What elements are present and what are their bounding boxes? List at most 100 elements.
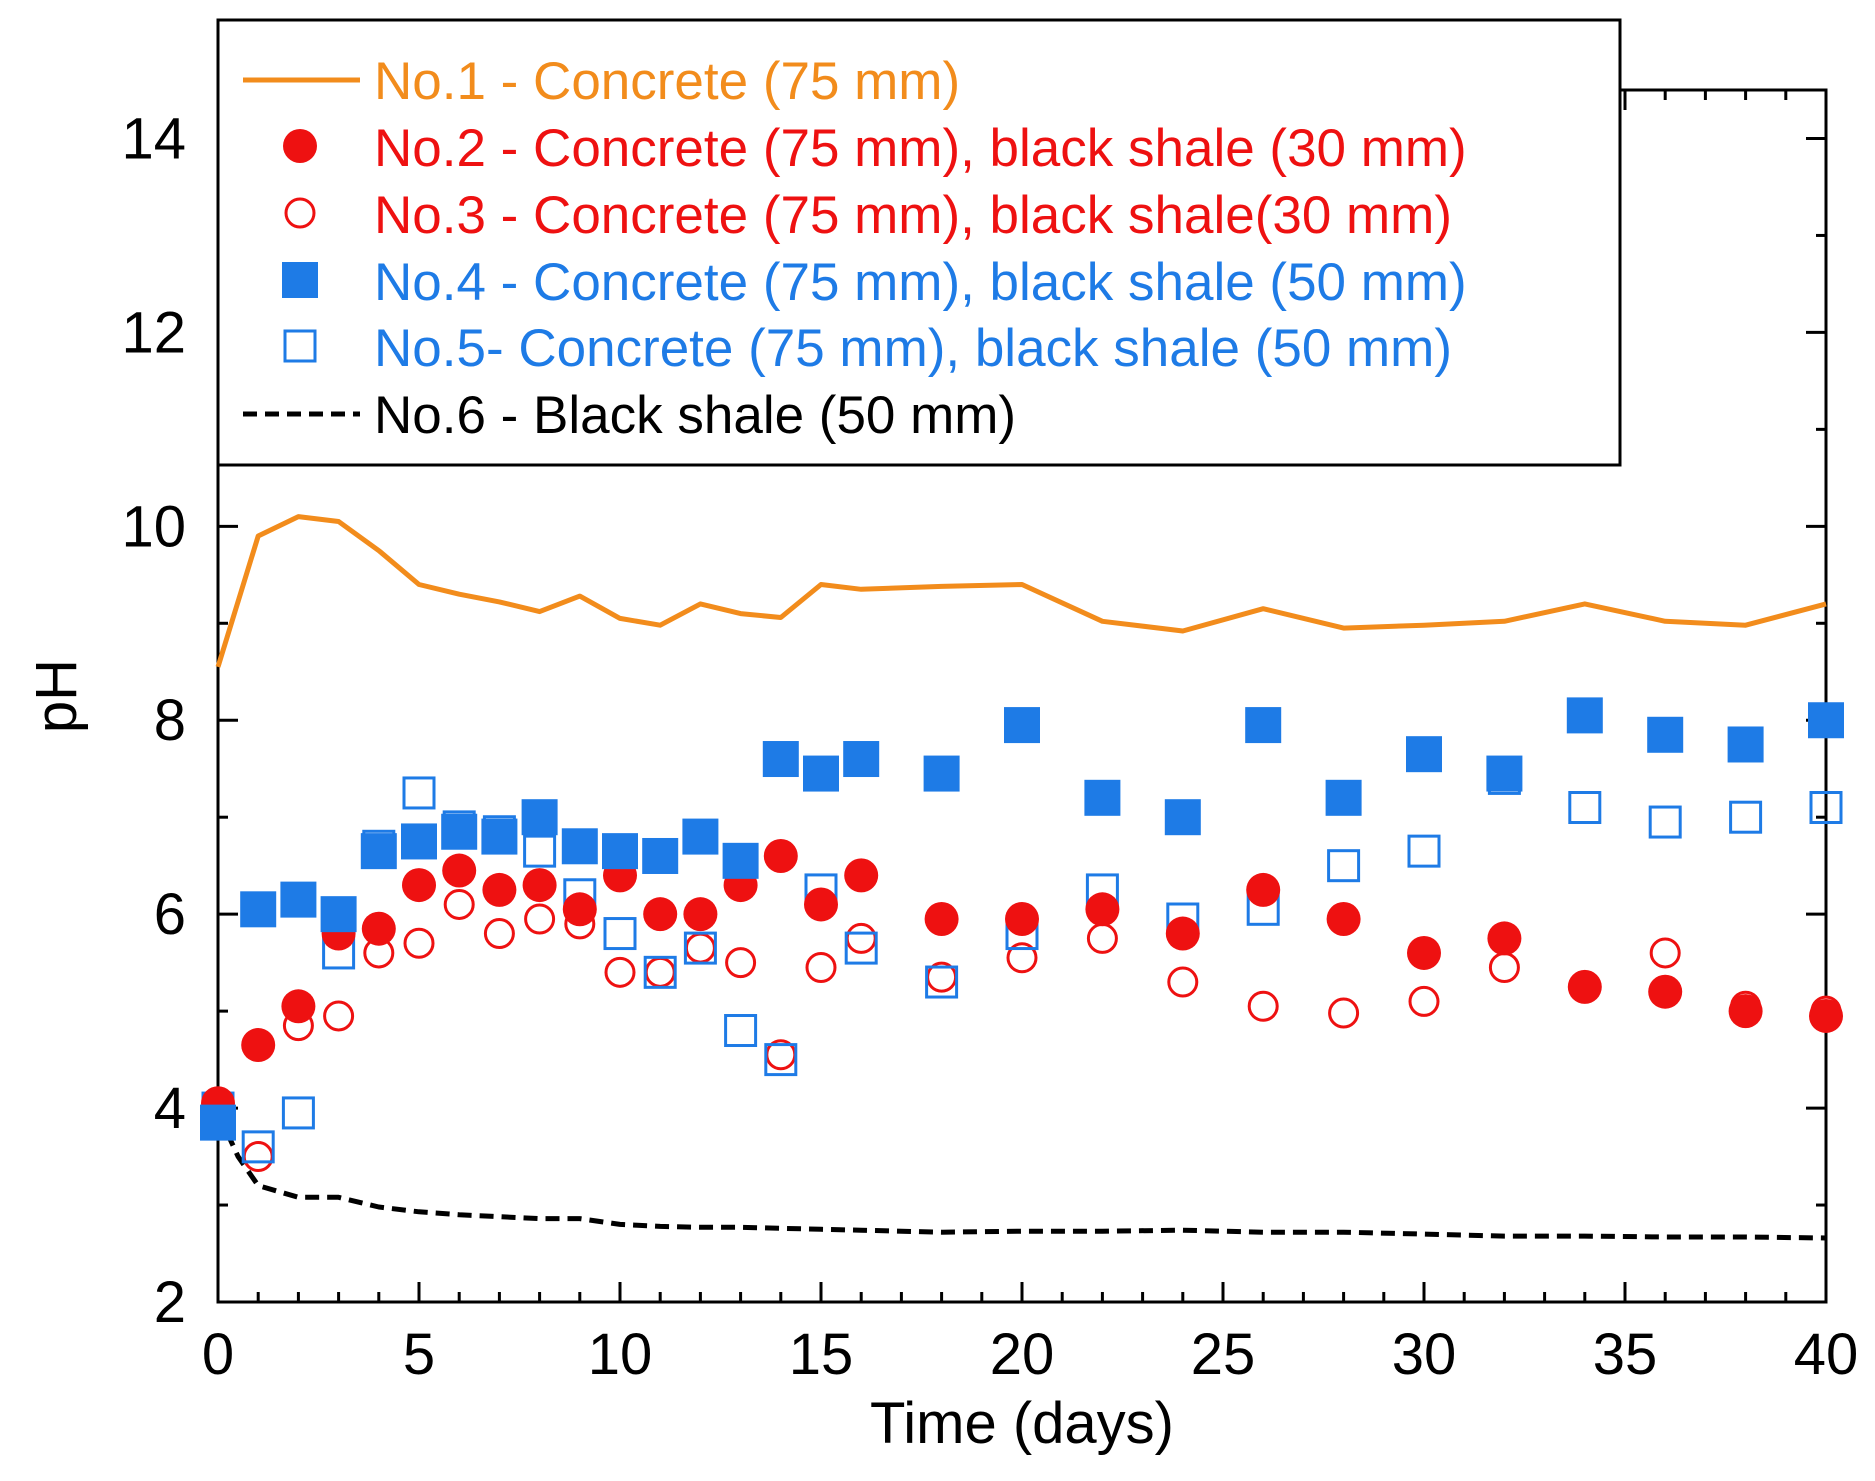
data-point xyxy=(683,931,717,965)
data-point xyxy=(1727,726,1764,763)
data-point xyxy=(443,888,475,920)
series-3 xyxy=(202,888,1842,1173)
data-point xyxy=(1004,707,1040,744)
data-point xyxy=(1245,707,1282,744)
y-axis-label: pH xyxy=(24,659,89,733)
legend-item: No.3 - Concrete (75 mm), black shale(30 … xyxy=(284,186,1452,245)
data-point xyxy=(1487,921,1522,956)
data-point xyxy=(521,799,558,836)
legend-item: No.5- Concrete (75 mm), black shale (50 … xyxy=(283,319,1452,378)
series-6 xyxy=(215,1111,1827,1241)
data-point xyxy=(281,989,316,1024)
data-point xyxy=(844,858,879,893)
data-point xyxy=(725,947,757,979)
x-axis-label: Time (days) xyxy=(870,1391,1174,1456)
data-point xyxy=(402,868,436,903)
data-point xyxy=(561,828,598,865)
data-point xyxy=(644,956,676,988)
legend-label: No.2 - Concrete (75 mm), black shale (30… xyxy=(374,119,1467,178)
data-point xyxy=(1328,997,1360,1029)
data-point xyxy=(441,813,478,850)
y-tick-label: 10 xyxy=(121,494,186,559)
series-line xyxy=(215,1111,1827,1241)
data-point xyxy=(763,838,798,873)
x-tick-label: 40 xyxy=(1794,1322,1859,1387)
data-point xyxy=(483,918,515,950)
data-point xyxy=(200,1104,236,1141)
data-point xyxy=(1729,800,1763,834)
data-point xyxy=(924,902,959,937)
data-point xyxy=(1808,702,1844,739)
series-4 xyxy=(200,697,1844,1141)
data-point xyxy=(360,833,397,870)
series-1 xyxy=(215,514,1827,668)
data-point xyxy=(683,897,718,932)
data-point xyxy=(1164,799,1201,836)
series-line xyxy=(215,514,1827,668)
data-point xyxy=(242,1141,274,1173)
data-point xyxy=(523,834,557,868)
y-tick-label: 8 xyxy=(154,688,186,753)
data-point xyxy=(643,897,678,932)
data-point xyxy=(1649,937,1681,969)
data-point xyxy=(1086,922,1118,954)
data-point xyxy=(1407,834,1441,868)
x-tick-label: 30 xyxy=(1392,1322,1457,1387)
data-point xyxy=(1648,805,1682,839)
data-point xyxy=(442,853,477,888)
data-point xyxy=(240,891,277,928)
data-point xyxy=(1408,985,1440,1017)
legend-label: No.4 - Concrete (75 mm), black shale (50… xyxy=(374,253,1467,312)
data-point xyxy=(803,755,839,792)
data-point xyxy=(843,741,880,778)
data-point xyxy=(1488,951,1520,983)
data-point xyxy=(1648,974,1683,1009)
data-point xyxy=(1809,998,1843,1033)
x-tick-label: 20 xyxy=(990,1322,1055,1387)
data-point xyxy=(524,903,556,935)
x-tick-label: 35 xyxy=(1593,1322,1658,1387)
data-point xyxy=(402,776,436,810)
data-point xyxy=(1005,902,1039,937)
data-point xyxy=(241,1028,276,1063)
legend-box xyxy=(216,18,1622,467)
data-point xyxy=(1407,935,1441,970)
data-point xyxy=(323,1000,355,1032)
legend-swatch xyxy=(282,262,318,298)
data-point xyxy=(1084,779,1121,816)
legend-item: No.1 - Concrete (75 mm) xyxy=(243,52,960,111)
data-point xyxy=(1325,779,1362,816)
data-point xyxy=(1006,942,1038,974)
data-point xyxy=(1486,755,1523,792)
data-point xyxy=(1566,697,1603,734)
data-point xyxy=(522,868,557,903)
data-point xyxy=(1085,892,1120,927)
data-point xyxy=(724,1014,758,1048)
legend-item: No.4 - Concrete (75 mm), black shale (50… xyxy=(282,253,1467,312)
data-point xyxy=(1327,849,1361,883)
x-tick-labels: 0 5 10 15 20 25 30 35 40 xyxy=(202,1322,1858,1387)
data-point xyxy=(281,1096,315,1130)
data-point xyxy=(1246,872,1281,907)
data-point xyxy=(1247,990,1279,1022)
data-point xyxy=(602,833,638,870)
data-point xyxy=(361,911,396,946)
data-point xyxy=(764,1043,798,1077)
data-point xyxy=(481,818,518,855)
data-point xyxy=(722,842,759,879)
data-point xyxy=(1165,916,1200,951)
y-tick-label: 12 xyxy=(121,300,186,365)
data-point xyxy=(682,818,719,855)
data-point xyxy=(482,872,517,907)
legend-item: No.6 - Black shale (50 mm) xyxy=(243,386,1016,445)
legend-swatch xyxy=(283,329,317,363)
data-series xyxy=(200,514,1844,1241)
y-tick-label: 6 xyxy=(154,882,186,947)
legend-label: No.1 - Concrete (75 mm) xyxy=(374,52,960,111)
data-point xyxy=(241,1130,275,1164)
data-point xyxy=(603,917,637,951)
data-point xyxy=(1406,736,1442,773)
x-tick-label: 10 xyxy=(588,1322,653,1387)
y-tick-label: 2 xyxy=(154,1270,186,1335)
